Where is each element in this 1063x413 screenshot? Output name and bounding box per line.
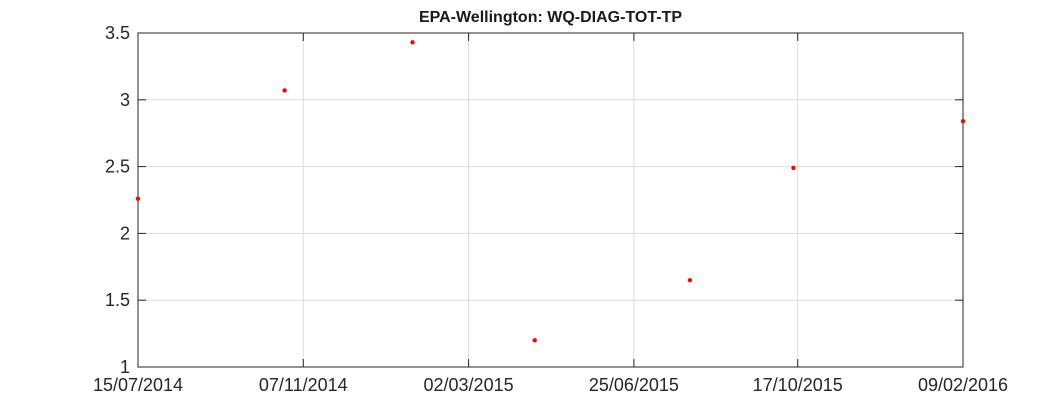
y-tick-label: 3.5 [105,23,130,43]
data-point [410,40,415,45]
axis-ticks [137,32,964,368]
x-tick-label: 09/02/2016 [918,375,1008,395]
y-tick-label: 2.5 [105,157,130,177]
chart-title: EPA-Wellington: WQ-DIAG-TOT-TP [419,9,682,26]
x-tick-label: 02/03/2015 [424,375,514,395]
x-tick-label: 15/07/2014 [93,375,183,395]
y-tick-label: 1.5 [105,290,130,310]
data-point [687,277,693,283]
axes-box [137,32,964,368]
tick-labels: 15/07/2014 07/11/2014 02/03/2015 25/06/2015… [93,23,1008,395]
data-point [532,338,537,343]
x-tick-label: 25/06/2015 [589,375,679,395]
data-point [282,88,287,93]
data-point [135,196,141,201]
data-points [135,40,966,343]
x-tick-label: 17/10/2015 [753,375,843,395]
y-tick-label: 2 [120,223,130,243]
y-tick-label: 3 [120,90,130,110]
data-point [960,118,966,124]
data-point [791,165,796,171]
y-tick-label: 1 [120,357,130,377]
x-tick-label: 07/11/2014 [259,375,348,395]
grid [138,33,963,367]
